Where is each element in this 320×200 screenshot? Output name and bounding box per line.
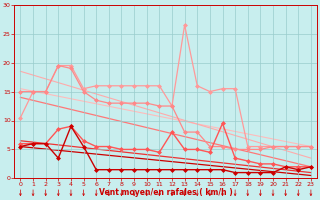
X-axis label: Vent moyen/en rafales ( km/h ): Vent moyen/en rafales ( km/h ) <box>99 188 233 197</box>
